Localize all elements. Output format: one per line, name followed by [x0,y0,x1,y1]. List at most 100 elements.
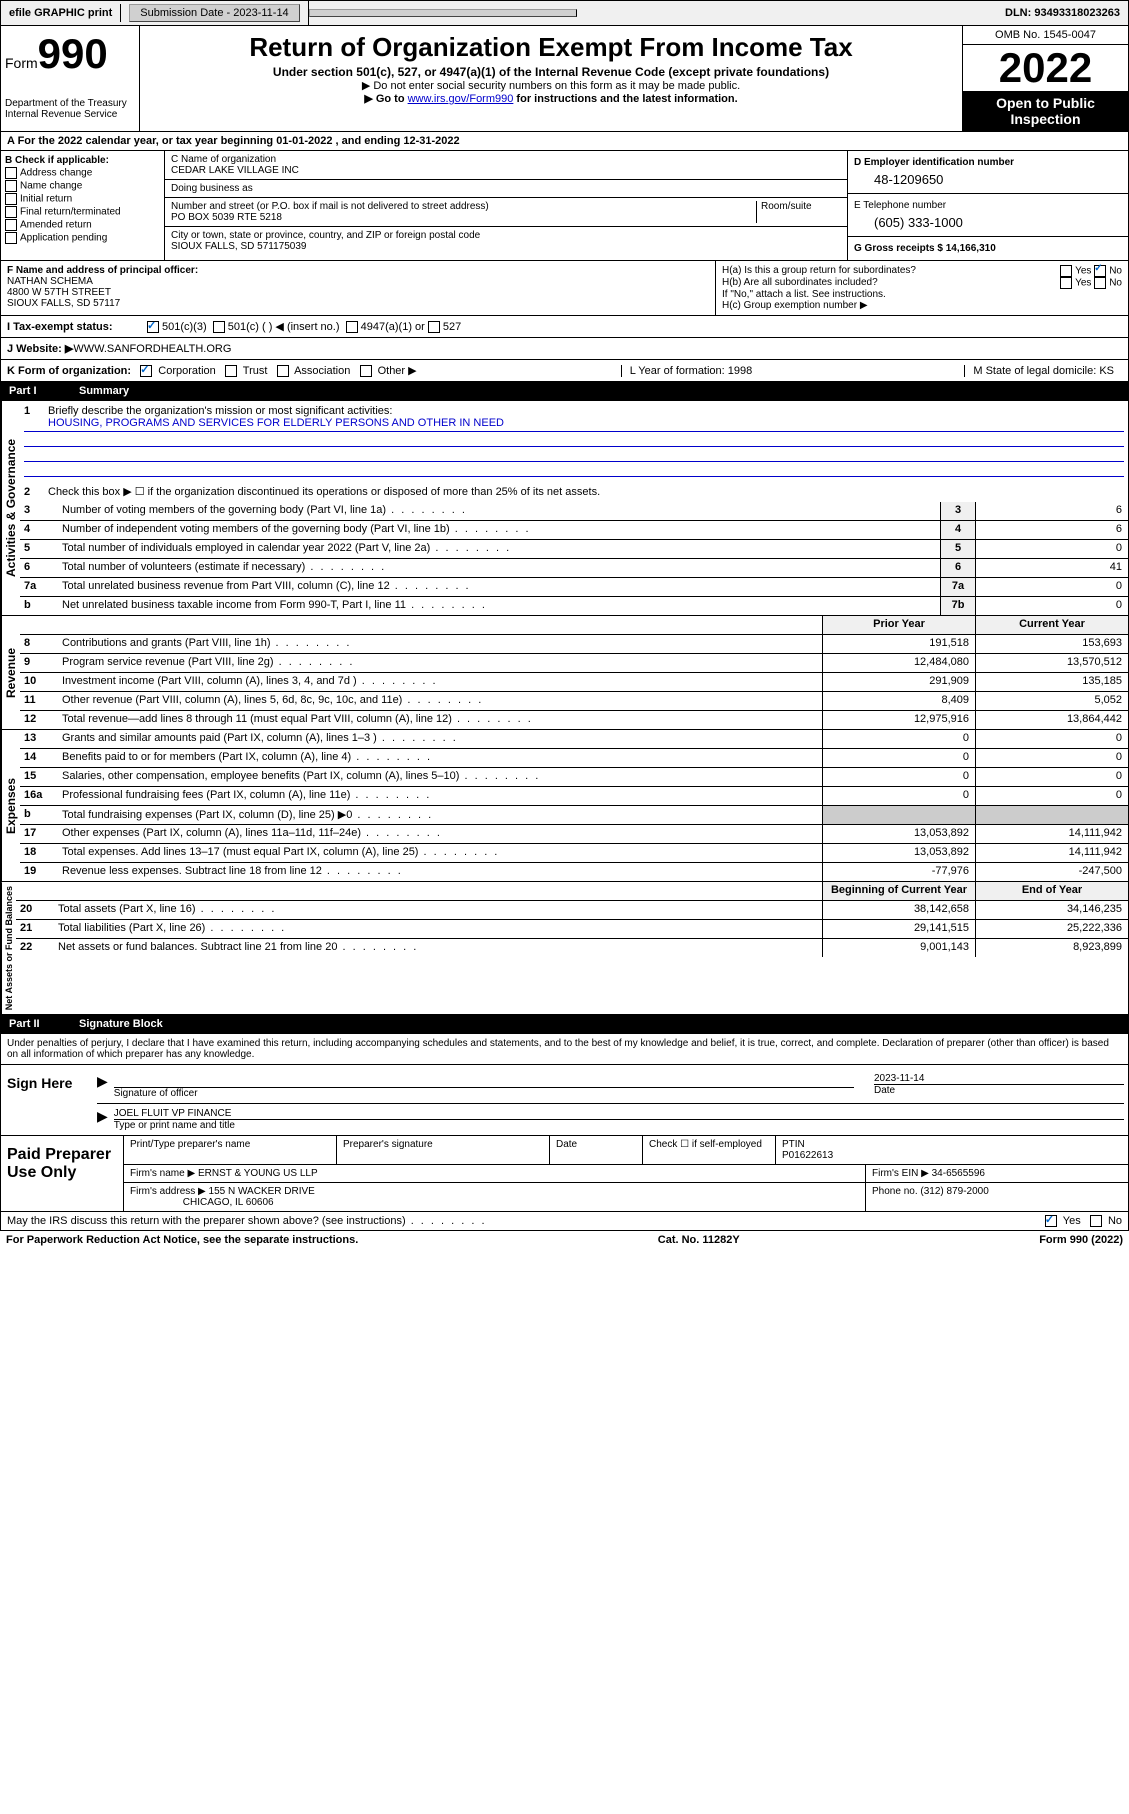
cb-final-return[interactable]: Final return/terminated [5,206,160,218]
dln: DLN: 93493318023263 [997,4,1128,22]
irs-label: Internal Revenue Service [5,109,135,120]
summary-row: 16aProfessional fundraising fees (Part I… [20,787,1128,806]
sign-here-block: Sign Here ▶ Signature of officer 2023-11… [0,1065,1129,1136]
addr-label: Number and street (or P.O. box if mail i… [171,201,489,212]
cb-name-change[interactable]: Name change [5,180,160,192]
summary-row: 19Revenue less expenses. Subtract line 1… [20,863,1128,881]
firm-addr2: CHICAGO, IL 60606 [183,1197,274,1208]
col-b-checkboxes: B Check if applicable: Address change Na… [1,151,165,260]
begin-year-header: Beginning of Current Year [822,882,975,900]
paid-preparer-label: Paid Preparer Use Only [1,1136,124,1211]
officer-name: JOEL FLUIT VP FINANCE [114,1108,1124,1119]
cb-initial-return[interactable]: Initial return [5,193,160,205]
summary-row: 12Total revenue—add lines 8 through 11 (… [20,711,1128,729]
hb-note: If "No," attach a list. See instructions… [722,289,1122,300]
sig-date: 2023-11-14 [874,1073,1124,1084]
form-subtitle: Under section 501(c), 527, or 4947(a)(1)… [148,65,954,79]
org-name-label: C Name of organization [171,154,276,165]
preparer-name-label: Print/Type preparer's name [124,1136,337,1164]
org-name: CEDAR LAKE VILLAGE INC [171,165,299,176]
ein-label: D Employer identification number [854,157,1014,168]
ssn-note: ▶ Do not enter social security numbers o… [148,79,954,92]
section-bcd: B Check if applicable: Address change Na… [0,151,1129,261]
paid-preparer-block: Paid Preparer Use Only Print/Type prepar… [0,1136,1129,1212]
phone-value: (605) 333-1000 [854,215,1122,230]
date-label: Date [874,1084,1124,1096]
summary-row: 3Number of voting members of the governi… [20,502,1128,521]
cb-app-pending[interactable]: Application pending [5,232,160,244]
tax-year: 2022 [963,45,1128,91]
row-a-tax-year: A For the 2022 calendar year, or tax yea… [0,132,1129,151]
part1-revenue: Revenue Prior Year Current Year 8Contrib… [0,616,1129,730]
summary-row: 17Other expenses (Part IX, column (A), l… [20,825,1128,844]
cb-amended[interactable]: Amended return [5,219,160,231]
room-suite: Room/suite [756,201,841,223]
firm-phone: (312) 879-2000 [920,1186,988,1197]
city-state-zip: SIOUX FALLS, SD 571175039 [171,241,306,252]
principal-officer: F Name and address of principal officer:… [1,261,715,315]
col-d-ein: D Employer identification number 48-1209… [847,151,1128,260]
row-k-form-org: K Form of organization: Corporation Trus… [0,360,1129,382]
part1-header: Part ISummary [0,382,1129,401]
line1-label: Briefly describe the organization's miss… [48,405,392,417]
summary-row: 13Grants and similar amounts paid (Part … [20,730,1128,749]
summary-row: 6Total number of volunteers (estimate if… [20,559,1128,578]
omb-number: OMB No. 1545-0047 [963,26,1128,45]
summary-row: 22Net assets or fund balances. Subtract … [16,939,1128,957]
firm-addr1: 155 N WACKER DRIVE [209,1186,315,1197]
city-label: City or town, state or province, country… [171,230,480,241]
netassets-label: Net Assets or Fund Balances [1,882,16,1014]
cb-address-change[interactable]: Address change [5,167,160,179]
form-number: 990 [38,30,108,77]
arrow-icon: ▶ [97,1108,108,1131]
part1-netassets: Net Assets or Fund Balances Beginning of… [0,882,1129,1015]
row-j-website: J Website: ▶ WWW.SANFORDHEALTH.ORG [0,338,1129,360]
paperwork-notice: For Paperwork Reduction Act Notice, see … [6,1234,358,1246]
phone-label: E Telephone number [854,200,946,211]
summary-row: bTotal fundraising expenses (Part IX, co… [20,806,1128,825]
goto-note: ▶ Go to www.irs.gov/Form990 for instruct… [148,92,954,105]
header-left: Form990 Department of the Treasury Inter… [1,26,140,131]
summary-row: 11Other revenue (Part VIII, column (A), … [20,692,1128,711]
website-url[interactable]: WWW.SANFORDHEALTH.ORG [73,343,231,355]
summary-row: 5Total number of individuals employed in… [20,540,1128,559]
group-return: H(a) Is this a group return for subordin… [715,261,1128,315]
sign-here-label: Sign Here [1,1065,93,1135]
section-fh: F Name and address of principal officer:… [0,261,1129,316]
type-name-label: Type or print name and title [114,1119,1124,1131]
firm-name: ERNST & YOUNG US LLP [198,1168,318,1179]
open-inspection: Open to PublicInspection [963,91,1128,131]
summary-row: bNet unrelated business taxable income f… [20,597,1128,615]
col-c-org-info: C Name of organization CEDAR LAKE VILLAG… [165,151,847,260]
header-right: OMB No. 1545-0047 2022 Open to PublicIns… [962,26,1128,131]
summary-row: 9Program service revenue (Part VIII, lin… [20,654,1128,673]
gross-receipts: G Gross receipts $ 14,166,310 [854,243,996,254]
summary-row: 18Total expenses. Add lines 13–17 (must … [20,844,1128,863]
line2-label: Check this box ▶ ☐ if the organization d… [48,486,600,498]
preparer-sig-label: Preparer's signature [337,1136,550,1164]
prior-year-header: Prior Year [822,616,975,634]
cat-no: Cat. No. 11282Y [658,1234,740,1246]
summary-row: 20Total assets (Part X, line 16)38,142,6… [16,901,1128,920]
ptin-value: P01622613 [782,1150,833,1161]
summary-row: 10Investment income (Part VIII, column (… [20,673,1128,692]
state-domicile: M State of legal domicile: KS [964,365,1122,377]
prep-date-label: Date [550,1136,643,1164]
revenue-label: Revenue [1,616,20,729]
self-employed-check: Check ☐ if self-employed [643,1136,776,1164]
form-header: Form990 Department of the Treasury Inter… [0,26,1129,132]
expenses-label: Expenses [1,730,20,881]
year-formation: L Year of formation: 1998 [621,365,761,377]
dba-label: Doing business as [165,180,847,198]
perjury-statement: Under penalties of perjury, I declare th… [0,1034,1129,1065]
irs-link[interactable]: www.irs.gov/Form990 [408,93,514,105]
part1-governance: Activities & Governance 1Briefly describ… [0,401,1129,616]
part2-header: Part IISignature Block [0,1015,1129,1034]
firm-ein: 34-6565596 [932,1168,985,1179]
footer: For Paperwork Reduction Act Notice, see … [0,1231,1129,1249]
efile-label: efile GRAPHIC print [1,4,121,22]
blank-field [309,9,577,17]
mission-text: HOUSING, PROGRAMS AND SERVICES FOR ELDER… [24,417,1124,432]
row-i-tax-status: I Tax-exempt status: 501(c)(3) 501(c) ( … [0,316,1129,338]
summary-row: 14Benefits paid to or for members (Part … [20,749,1128,768]
